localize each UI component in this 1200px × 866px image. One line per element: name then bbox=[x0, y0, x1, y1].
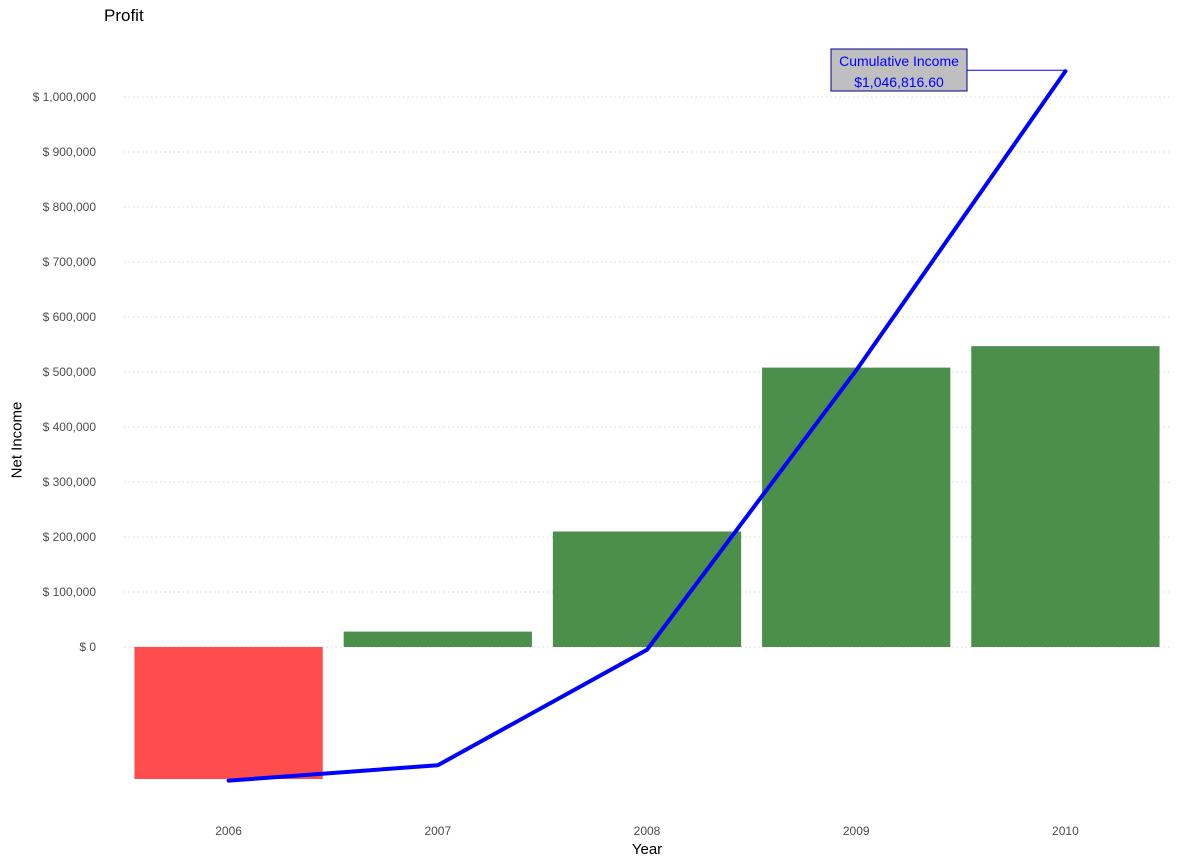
y-tick-label: $ 200,000 bbox=[43, 530, 97, 544]
annotation-value: $1,046,816.60 bbox=[854, 74, 944, 90]
y-tick-label: $ 100,000 bbox=[43, 585, 97, 599]
y-tick-label: $ 300,000 bbox=[43, 475, 97, 489]
y-tick-label: $ 600,000 bbox=[43, 310, 97, 324]
annotation-title: Cumulative Income bbox=[839, 53, 959, 69]
y-tick-labels: $ 0 $ 100,000 $ 200,000 $ 300,000 $ 400,000 $… bbox=[33, 90, 97, 654]
y-tick-label: $ 900,000 bbox=[43, 145, 97, 159]
x-tick-label: 2007 bbox=[424, 824, 451, 838]
y-tick-label: $ 1,000,000 bbox=[33, 90, 97, 104]
y-tick-label: $ 500,000 bbox=[43, 365, 97, 379]
annotation-box bbox=[830, 48, 968, 92]
x-tick-label: 2009 bbox=[843, 824, 870, 838]
bar-2006 bbox=[134, 647, 323, 779]
x-tick-label: 2008 bbox=[634, 824, 661, 838]
x-tick-label: 2010 bbox=[1052, 824, 1079, 838]
x-tick-label: 2006 bbox=[215, 824, 242, 838]
cumulative-line-layer bbox=[226, 69, 1068, 783]
bar-2008 bbox=[552, 531, 742, 647]
bar-2007 bbox=[343, 631, 532, 647]
chart-title: Profit bbox=[104, 6, 144, 25]
x-axis-title: Year bbox=[631, 841, 663, 858]
bar-2010 bbox=[971, 346, 1160, 647]
x-tick-labels: 2006 2007 2008 2009 2010 bbox=[215, 824, 1079, 838]
bars bbox=[134, 346, 1160, 779]
y-tick-label: $ 700,000 bbox=[43, 255, 97, 269]
y-tick-label: $ 800,000 bbox=[43, 200, 97, 214]
y-tick-label: $ 0 bbox=[79, 640, 96, 654]
cumulative-line bbox=[226, 69, 1068, 783]
y-tick-label: $ 400,000 bbox=[43, 420, 97, 434]
bar-2009 bbox=[762, 367, 951, 647]
annotation: Cumulative Income $1,046,816.60 bbox=[830, 48, 1066, 92]
